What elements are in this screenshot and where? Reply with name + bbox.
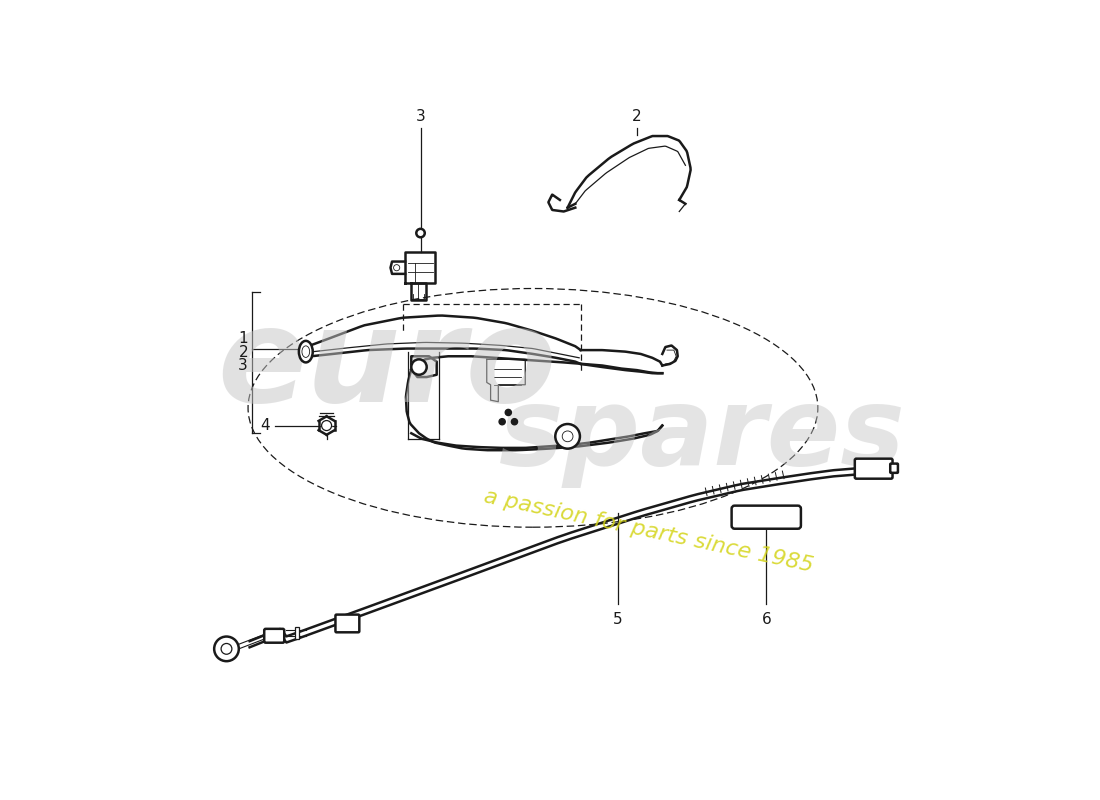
Circle shape bbox=[416, 229, 425, 238]
Ellipse shape bbox=[299, 341, 312, 362]
FancyBboxPatch shape bbox=[264, 629, 284, 642]
FancyBboxPatch shape bbox=[855, 458, 892, 478]
Circle shape bbox=[214, 637, 239, 661]
Circle shape bbox=[221, 643, 232, 654]
Text: 2: 2 bbox=[632, 110, 641, 125]
Text: 3: 3 bbox=[239, 358, 249, 373]
Text: euro: euro bbox=[217, 302, 557, 429]
Text: 3: 3 bbox=[416, 110, 426, 125]
Circle shape bbox=[394, 265, 399, 270]
Bar bbox=[295, 627, 299, 639]
Text: a passion for parts since 1985: a passion for parts since 1985 bbox=[482, 486, 815, 576]
Text: 5: 5 bbox=[613, 612, 623, 627]
Text: spares: spares bbox=[499, 382, 905, 488]
FancyBboxPatch shape bbox=[890, 463, 898, 473]
Circle shape bbox=[411, 359, 427, 374]
Text: 4: 4 bbox=[260, 418, 270, 433]
Text: 2: 2 bbox=[239, 345, 249, 360]
Circle shape bbox=[505, 410, 512, 415]
Circle shape bbox=[321, 421, 331, 430]
Circle shape bbox=[512, 418, 518, 425]
FancyBboxPatch shape bbox=[336, 614, 360, 632]
FancyBboxPatch shape bbox=[732, 506, 801, 529]
Text: 6: 6 bbox=[761, 612, 771, 627]
Circle shape bbox=[556, 424, 580, 449]
Text: 1: 1 bbox=[239, 331, 249, 346]
Circle shape bbox=[499, 418, 505, 425]
